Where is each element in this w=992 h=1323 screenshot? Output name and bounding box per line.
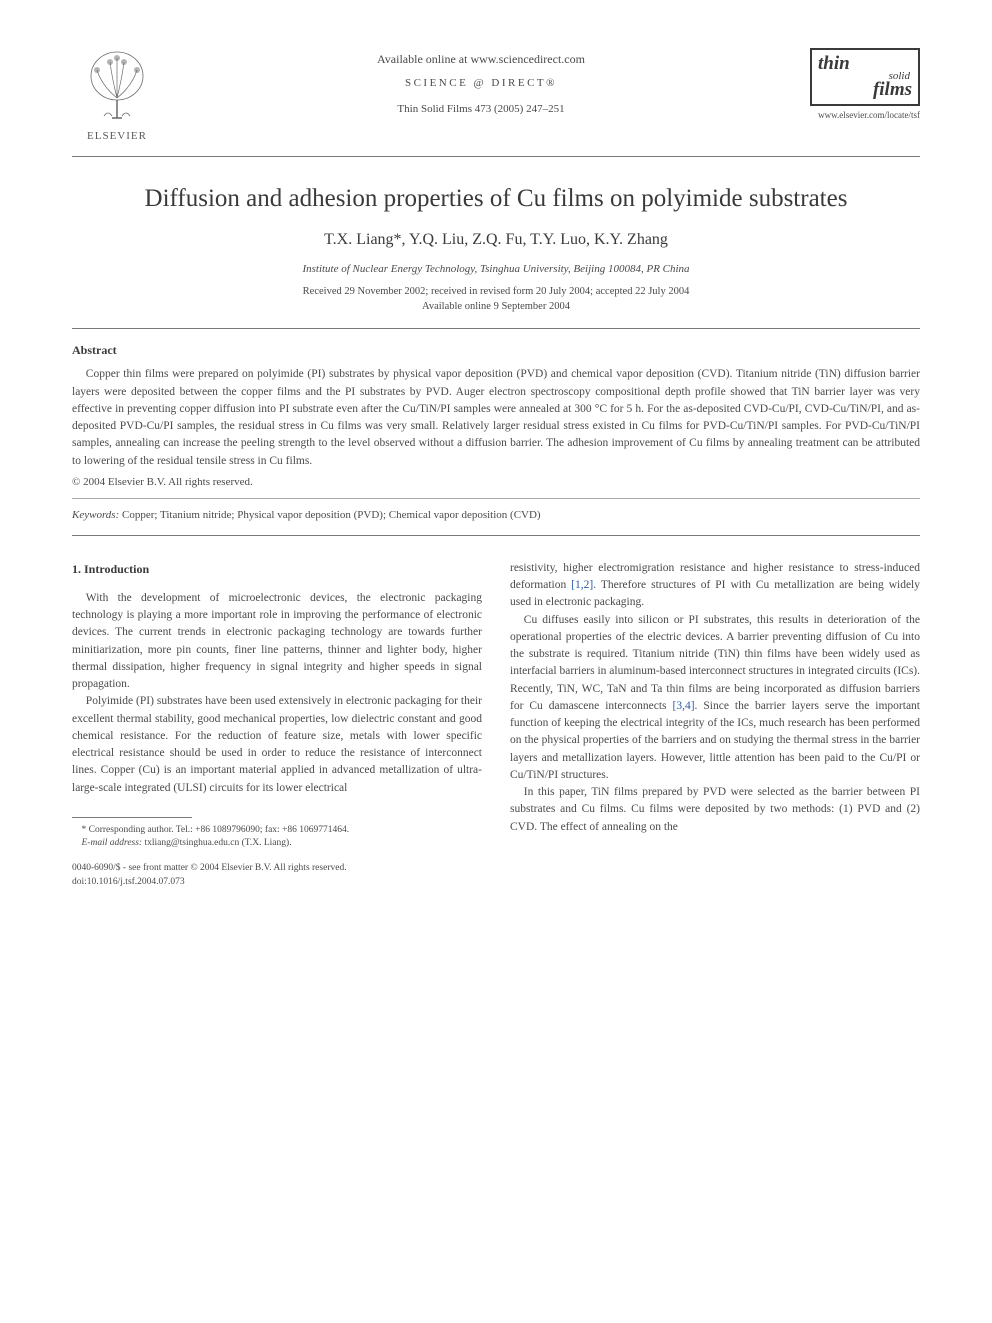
header-rule: [72, 156, 920, 157]
science-direct-text: SCIENCE @ DIRECT®: [162, 77, 800, 89]
intro-paragraph-5: In this paper, TiN films prepared by PVD…: [510, 784, 920, 836]
dates-received: Received 29 November 2002; received in r…: [303, 286, 690, 297]
footer-meta: 0040-6090/$ - see front matter © 2004 El…: [72, 862, 482, 889]
corresponding-author-footnote: * Corresponding author. Tel.: +86 108979…: [72, 824, 482, 837]
journal-logo-films: films: [818, 82, 912, 98]
keywords-text: Copper; Titanium nitride; Physical vapor…: [119, 509, 540, 521]
article-dates: Received 29 November 2002; received in r…: [72, 285, 920, 314]
email-footnote: E-mail address: txliang@tsinghua.edu.cn …: [72, 837, 482, 850]
intro-paragraph-1: With the development of microelectronic …: [72, 590, 482, 694]
ref-link-1-2[interactable]: [1,2]: [571, 579, 593, 591]
available-online-text: Available online at www.sciencedirect.co…: [162, 52, 800, 67]
journal-logo: thin solid films www.elsevier.com/locate…: [800, 48, 920, 120]
elsevier-tree-icon: [82, 48, 152, 128]
affiliation: Institute of Nuclear Energy Technology, …: [72, 263, 920, 275]
intro-paragraph-2: Polyimide (PI) substrates have been used…: [72, 693, 482, 797]
journal-logo-box: thin solid films: [810, 48, 920, 106]
abstract-heading: Abstract: [72, 343, 920, 358]
publisher-name: ELSEVIER: [87, 130, 147, 142]
journal-header: ELSEVIER Available online at www.science…: [72, 48, 920, 142]
doi-line: doi:10.1016/j.tsf.2004.07.073: [72, 877, 185, 887]
intro-paragraph-3: resistivity, higher electromigration res…: [510, 560, 920, 612]
abstract-rule: [72, 498, 920, 499]
keywords-line: Keywords: Copper; Titanium nitride; Phys…: [72, 509, 920, 521]
publisher-logo: ELSEVIER: [72, 48, 162, 142]
abstract-text: Copper thin films were prepared on polyi…: [72, 366, 920, 470]
footnote-rule: [72, 817, 192, 818]
dates-online: Available online 9 September 2004: [422, 301, 570, 312]
authors-line: T.X. Liang*, Y.Q. Liu, Z.Q. Fu, T.Y. Luo…: [72, 231, 920, 249]
journal-url: www.elsevier.com/locate/tsf: [818, 110, 920, 120]
email-value: txliang@tsinghua.edu.cn (T.X. Liang).: [142, 838, 291, 848]
ref-link-3-4[interactable]: [3,4]: [673, 700, 695, 712]
header-center: Available online at www.sciencedirect.co…: [162, 48, 800, 115]
title-rule: [72, 328, 920, 329]
email-label: E-mail address:: [82, 838, 143, 848]
right-column: resistivity, higher electromigration res…: [510, 560, 920, 889]
abstract-copyright: © 2004 Elsevier B.V. All rights reserved…: [72, 476, 920, 488]
introduction-heading: 1. Introduction: [72, 560, 482, 578]
left-column: 1. Introduction With the development of …: [72, 560, 482, 889]
keywords-label: Keywords:: [72, 509, 119, 521]
front-matter-line: 0040-6090/$ - see front matter © 2004 El…: [72, 863, 347, 873]
keywords-rule: [72, 535, 920, 536]
body-columns: 1. Introduction With the development of …: [72, 560, 920, 889]
article-title: Diffusion and adhesion properties of Cu …: [72, 185, 920, 213]
intro-paragraph-4: Cu diffuses easily into silicon or PI su…: [510, 612, 920, 785]
citation-line: Thin Solid Films 473 (2005) 247–251: [162, 103, 800, 115]
